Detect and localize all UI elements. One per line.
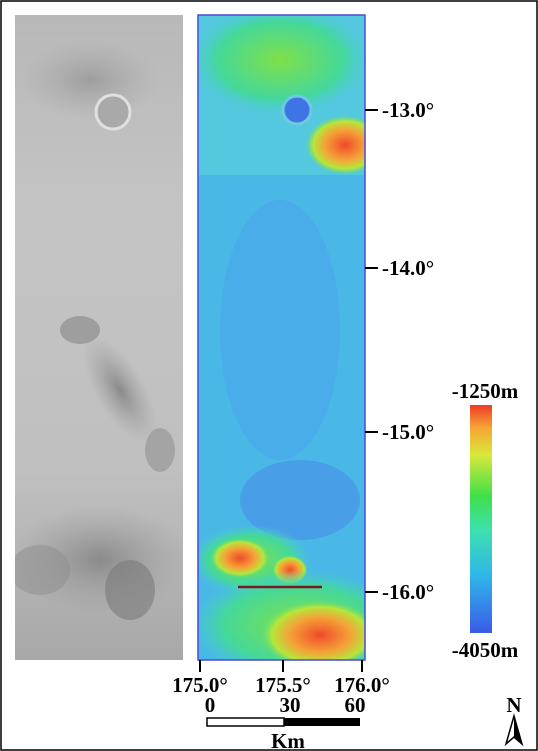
- colorbar-min: -4050m: [452, 638, 519, 662]
- scale-bar: [207, 718, 360, 726]
- scale-label: 30: [280, 693, 301, 717]
- latitude-label: -14.0°: [382, 256, 434, 280]
- figure: -13.0° -14.0° -15.0° -16.0° 175.0° 175.5…: [0, 0, 538, 751]
- latitude-label: -15.0°: [382, 420, 434, 444]
- elevation-map: [190, 5, 410, 680]
- colorbar-max: -1250m: [452, 379, 519, 403]
- scale-label: 60: [345, 693, 366, 717]
- latitude-label: -13.0°: [382, 98, 434, 122]
- scale-unit: Km: [271, 729, 305, 751]
- scale-label: 0: [205, 693, 216, 717]
- longitude-label: 175.0°: [172, 673, 228, 697]
- latitude-label: -16.0°: [382, 580, 434, 604]
- grayscale-image: [10, 15, 190, 660]
- colorbar: [470, 405, 492, 633]
